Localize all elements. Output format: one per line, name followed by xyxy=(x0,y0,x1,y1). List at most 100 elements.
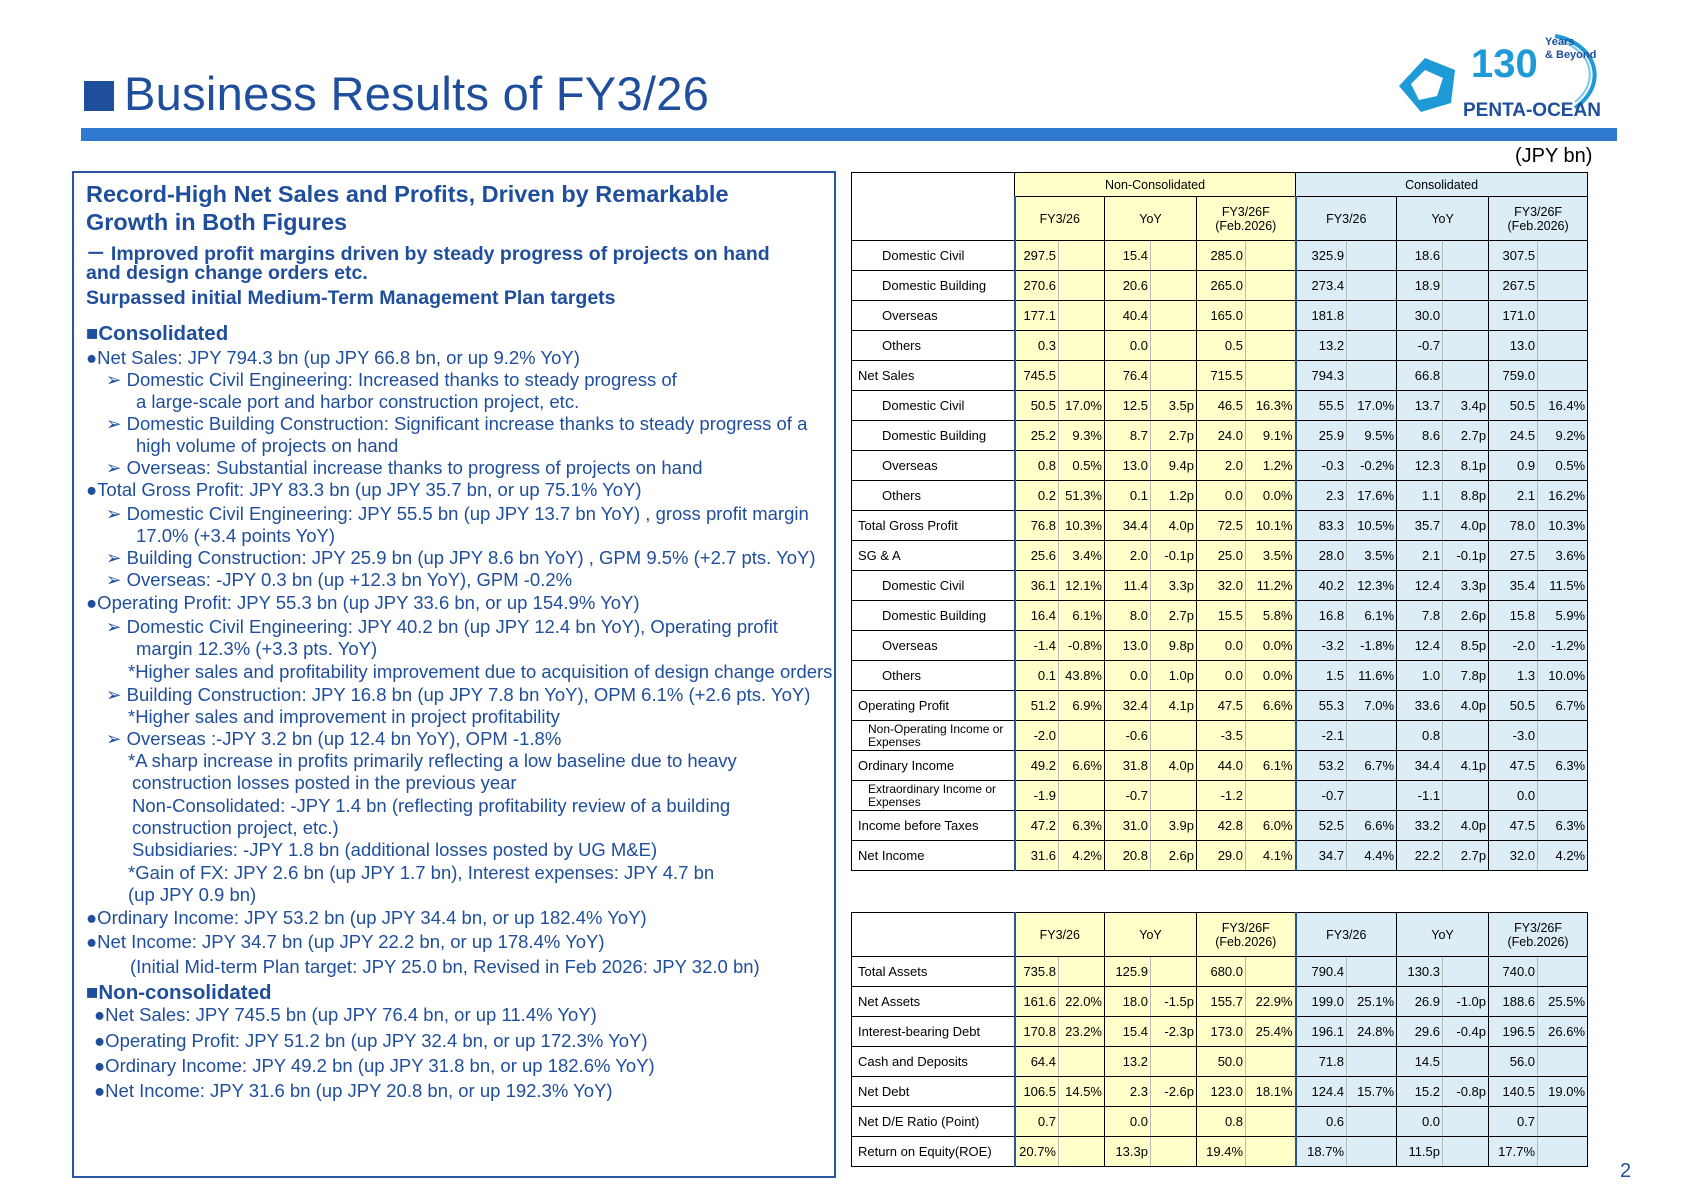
table-cell: 47.5 xyxy=(1196,690,1246,721)
table-cell xyxy=(1346,360,1398,391)
table-cell: -1.4 xyxy=(1013,630,1059,661)
table-cell: 4.4% xyxy=(1346,840,1398,871)
table-cell: 72.5 xyxy=(1196,510,1246,541)
table-cell: 12.4 xyxy=(1396,570,1444,601)
row-label: Net Sales xyxy=(851,360,1015,391)
summary-line: ➢ Domestic Civil Engineering: JPY 40.2 b… xyxy=(106,616,778,637)
table-cell: 16.4 xyxy=(1013,600,1059,631)
table-cell: 794.3 xyxy=(1294,360,1348,391)
table-cell: 4.0p xyxy=(1150,750,1197,781)
table-row: Overseas -1.4 -0.8% 13.0 9.8p 0.0 0.0% -3.2 -1.8… xyxy=(851,630,1589,661)
table-row: Income before Taxes 47.2 6.3% 31.0 3.9p 42.8 6… xyxy=(851,810,1589,841)
table-row: Extraordinary Income or Expenses -1.9 -0.7… xyxy=(851,780,1589,811)
column-header: FY3/26 xyxy=(1013,196,1105,241)
table-cell xyxy=(1150,780,1197,811)
table-cell: 3.5% xyxy=(1244,540,1297,571)
column-header: FY3/26F (Feb.2026) xyxy=(1488,196,1589,241)
table-row: Domestic Civil 36.1 12.1% 11.4 3.3p 32.0 11.2%… xyxy=(851,570,1589,601)
table-cell: 14.5% xyxy=(1058,1076,1105,1107)
summary-line: construction project, etc.) xyxy=(132,817,339,838)
table-cell: 20.7% xyxy=(1013,1136,1059,1167)
summary-line: ➢ Overseas: -JPY 0.3 bn (up +12.3 bn YoY… xyxy=(106,569,573,590)
column-header: FY3/26F (Feb.2026) xyxy=(1196,912,1297,957)
table-cell: 34.4 xyxy=(1104,510,1151,541)
table-cell: 33.2 xyxy=(1396,810,1444,841)
summary-line: － Improved profit margins driven by stea… xyxy=(86,243,770,265)
table-cell: 35.7 xyxy=(1396,510,1444,541)
table-cell xyxy=(1442,956,1490,987)
table-cell: 161.6 xyxy=(1013,986,1059,1017)
table-cell: 1.0 xyxy=(1396,660,1444,691)
table-cell: -2.1 xyxy=(1294,720,1348,751)
table-row: Net Sales 745.5 76.4 715.5 794.3 66.8 759.0 xyxy=(851,360,1589,391)
table-cell: 15.8 xyxy=(1488,600,1539,631)
table-row: Non-Operating Income or Expenses -2.0 -0.6… xyxy=(851,720,1589,751)
table-cell xyxy=(1537,1136,1589,1167)
table-cell: 46.5 xyxy=(1196,390,1246,421)
table-cell: -2.6p xyxy=(1149,1076,1198,1107)
table-cell: 9.1% xyxy=(1244,420,1297,451)
table-cell: 12.4 xyxy=(1396,630,1444,661)
table-cell: -1.9 xyxy=(1013,780,1059,811)
table-row: Ordinary Income 49.2 6.6% 31.8 4.0p 44.0 6.1% 5… xyxy=(851,750,1589,781)
table-cell: 51.3% xyxy=(1058,480,1105,511)
row-label: Domestic Building xyxy=(851,270,1015,301)
table-cell: 25.4% xyxy=(1245,1016,1297,1047)
table-cell: 0.6 xyxy=(1294,1106,1348,1137)
row-label: Domestic Building xyxy=(851,600,1015,631)
table-cell: 64.4 xyxy=(1013,1046,1059,1077)
summary-line: high volume of projects on hand xyxy=(136,435,399,456)
table-cell: 0.0 xyxy=(1104,660,1151,691)
table-cell: 0.8 xyxy=(1013,450,1059,481)
table-cell xyxy=(1442,1046,1490,1077)
row-label: Others xyxy=(851,330,1015,361)
table-cell: 2.6p xyxy=(1150,840,1197,871)
table-cell: 199.0 xyxy=(1294,986,1348,1017)
table-cell: 15.4 xyxy=(1104,1016,1151,1047)
table-cell: 4.1p xyxy=(1442,750,1490,781)
summary-line: ➢ Building Construction: JPY 25.9 bn (up… xyxy=(106,547,816,568)
table-cell: 25.1% xyxy=(1346,986,1398,1017)
table-cell: 22.0% xyxy=(1058,986,1105,1017)
table-cell xyxy=(1150,240,1197,271)
table-cell xyxy=(1537,780,1589,811)
summary-line: *Higher sales and profitability improvem… xyxy=(128,661,833,682)
table-cell: -0.7 xyxy=(1104,780,1151,811)
table-cell: 6.3% xyxy=(1058,810,1105,841)
table-cell: 3.9p xyxy=(1150,810,1197,841)
summary-line: 17.0% (+3.4 points YoY) xyxy=(136,525,336,546)
table-cell xyxy=(1150,300,1197,331)
table-cell: 24.8% xyxy=(1346,1016,1398,1047)
table-cell: 5.8% xyxy=(1244,600,1297,631)
table-row: Total Gross Profit 76.8 10.3% 34.4 4.0p 72.5 1… xyxy=(851,510,1589,541)
table-cell: 18.1% xyxy=(1245,1076,1297,1107)
summary-line: Non-Consolidated: -JPY 1.4 bn (reflectin… xyxy=(132,795,731,816)
table-cell xyxy=(1346,720,1398,751)
table-cell: 9.2% xyxy=(1537,420,1589,451)
summary-line: ●Net Income: JPY 34.7 bn (up JPY 22.2 bn… xyxy=(86,931,605,952)
table-cell: 1.5 xyxy=(1294,660,1348,691)
summary-panel: Record-High Net Sales and Profits, Drive… xyxy=(72,171,836,1178)
table-cell xyxy=(1537,300,1589,331)
table-cell xyxy=(1346,780,1398,811)
table-cell: 4.0p xyxy=(1442,810,1490,841)
row-label: Total Assets xyxy=(851,956,1015,987)
table-cell: 1.2% xyxy=(1244,450,1297,481)
summary-line: ➢ Building Construction: JPY 16.8 bn (up… xyxy=(106,684,811,705)
table-cell: 78.0 xyxy=(1488,510,1539,541)
table-cell: 27.5 xyxy=(1488,540,1539,571)
table-cell: 0.0 xyxy=(1196,630,1246,661)
table-cell: 50.5 xyxy=(1488,690,1539,721)
table-cell: 35.4 xyxy=(1488,570,1539,601)
table-cell: 6.1% xyxy=(1058,600,1105,631)
table-cell: 16.2% xyxy=(1537,480,1589,511)
table-cell: 13.3p xyxy=(1104,1136,1151,1167)
table-cell xyxy=(1058,1136,1105,1167)
logo-company-name: PENTA-OCEAN xyxy=(1463,100,1601,121)
column-header: YoY xyxy=(1104,196,1197,241)
table-cell: 0.0% xyxy=(1244,660,1297,691)
table-cell: 4.1p xyxy=(1150,690,1197,721)
table-cell xyxy=(1346,240,1398,271)
table-cell xyxy=(1244,720,1297,751)
table-cell: -0.1p xyxy=(1150,540,1197,571)
